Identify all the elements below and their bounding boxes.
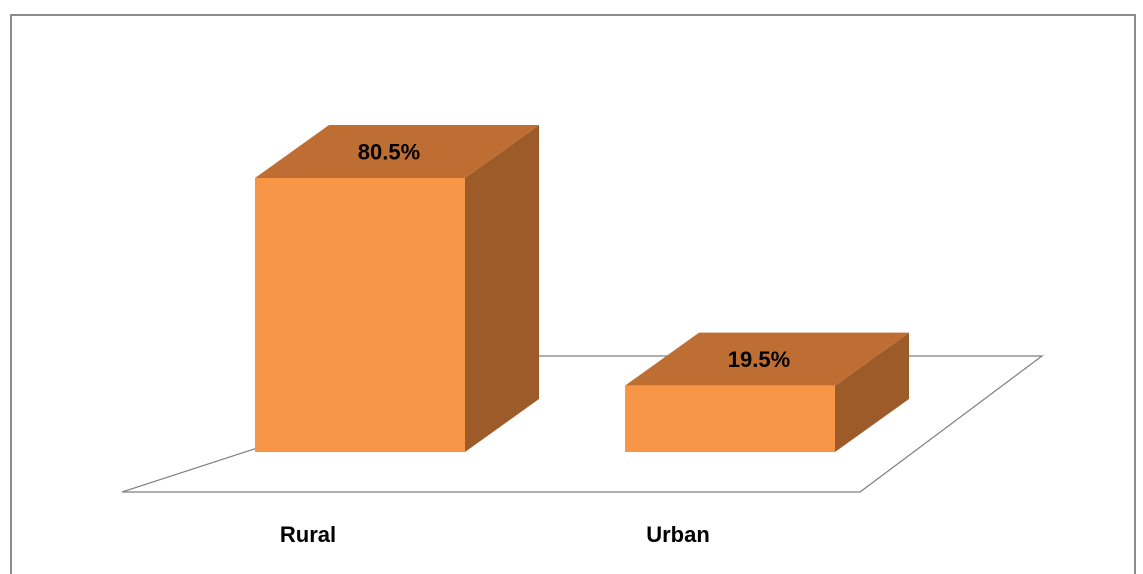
bar-side-face <box>465 125 539 452</box>
bar-side-face <box>835 332 909 452</box>
bar-top-face <box>255 125 539 178</box>
category-label-urban: Urban <box>646 522 710 547</box>
data-label-urban: 19.5% <box>728 347 790 372</box>
category-label-rural: Rural <box>280 522 336 547</box>
bar-front-face <box>255 178 465 452</box>
data-label-rural: 80.5% <box>358 140 420 165</box>
bar-rural <box>255 125 539 452</box>
bar-top-face <box>625 332 909 386</box>
bar-urban <box>625 332 909 452</box>
bar-front-face <box>625 385 835 452</box>
